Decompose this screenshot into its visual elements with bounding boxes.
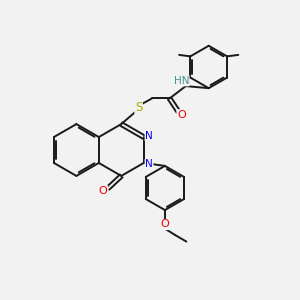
Text: O: O xyxy=(177,110,186,120)
Text: N: N xyxy=(145,130,153,141)
Text: HN: HN xyxy=(174,76,189,86)
Text: O: O xyxy=(160,220,169,230)
Text: N: N xyxy=(145,159,153,170)
Text: S: S xyxy=(135,100,142,113)
Text: O: O xyxy=(99,186,107,196)
